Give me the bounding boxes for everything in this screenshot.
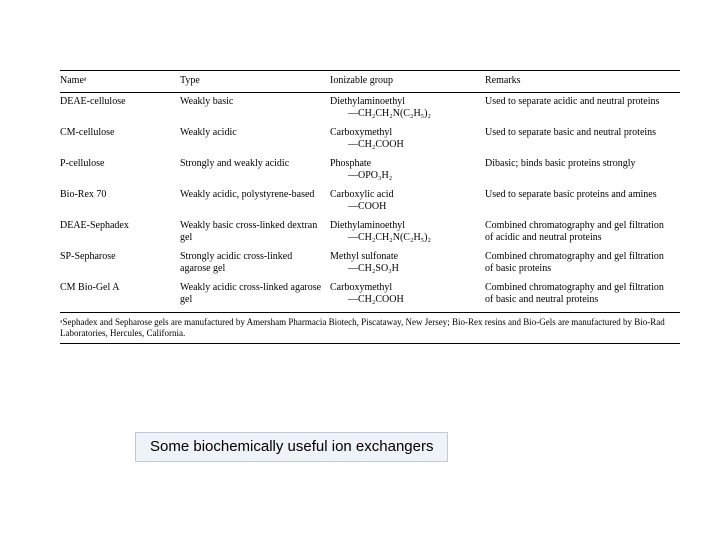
cell-type: Weakly basic [180,92,330,124]
group-name: Diethylaminoethyl [330,96,405,107]
table-row: DEAE-celluloseWeakly basicDiethylaminoet… [60,92,680,124]
group-formula: —COOH [330,201,479,214]
col-header-name-text: Nameᵃ [60,75,87,86]
table-row: CM Bio-Gel AWeakly acidic cross-linked a… [60,279,680,310]
cell-type: Weakly acidic [180,124,330,155]
cell-ionizable-group: Diethylaminoethyl—CH₂CH₂N(C₂H₅)₂ [330,92,485,124]
cell-remarks: Dibasic; binds basic proteins strongly [485,155,680,186]
col-header-name: Nameᵃ [60,71,180,93]
cell-remarks: Used to separate acidic and neutral prot… [485,92,680,124]
cell-name: CM Bio-Gel A [60,279,180,310]
cell-type: Strongly acidic cross-linked agarose gel [180,248,330,279]
group-name: Methyl sulfonate [330,251,398,262]
table-row: CM-celluloseWeakly acidicCarboxymethyl—C… [60,124,680,155]
cell-remarks: Combined chromatography and gel filtrati… [485,279,680,310]
cell-name: CM-cellulose [60,124,180,155]
page: Nameᵃ Type Ionizable group Remarks DEAE-… [0,0,720,540]
cell-name: DEAE-cellulose [60,92,180,124]
cell-remarks: Combined chromatography and gel filtrati… [485,217,680,248]
cell-name: SP-Sepharose [60,248,180,279]
col-header-type: Type [180,71,330,93]
group-formula: —CH₂COOH [330,294,479,307]
group-formula: —CH₂CH₂N(C₂H₅)₂ [330,232,479,245]
cell-remarks: Combined chromatography and gel filtrati… [485,248,680,279]
group-name: Carboxylic acid [330,189,394,200]
cell-type: Strongly and weakly acidic [180,155,330,186]
group-formula: —CH₂COOH [330,139,479,152]
table-row: DEAE-SephadexWeakly basic cross-linked d… [60,217,680,248]
cell-ionizable-group: Carboxylic acid—COOH [330,186,485,217]
cell-type: Weakly basic cross-linked dextran gel [180,217,330,248]
caption-box: Some biochemically useful ion exchangers [135,432,448,462]
cell-name: P-cellulose [60,155,180,186]
cell-ionizable-group: Diethylaminoethyl—CH₂CH₂N(C₂H₅)₂ [330,217,485,248]
cell-remarks: Used to separate basic proteins and amin… [485,186,680,217]
cell-ionizable-group: Methyl sulfonate—CH₂SO₃H [330,248,485,279]
group-name: Carboxymethyl [330,127,392,138]
cell-ionizable-group: Carboxymethyl—CH₂COOH [330,279,485,310]
group-formula: —OPO₃H₂ [330,170,479,183]
cell-ionizable-group: Phosphate—OPO₃H₂ [330,155,485,186]
col-header-remarks-text: Remarks [485,75,521,86]
caption-text: Some biochemically useful ion exchangers [150,438,433,455]
cell-name: DEAE-Sephadex [60,217,180,248]
cell-remarks: Used to separate basic and neutral prote… [485,124,680,155]
table-bottom-rule [60,312,680,313]
ion-exchanger-table: Nameᵃ Type Ionizable group Remarks DEAE-… [60,70,680,310]
group-formula: —CH₂CH₂N(C₂H₅)₂ [330,108,479,121]
cell-name: Bio-Rex 70 [60,186,180,217]
group-formula: —CH₂SO₃H [330,263,479,276]
table-footnote: ᵃSephadex and Sepharose gels are manufac… [60,315,680,344]
col-header-group-text: Ionizable group [330,75,393,86]
cell-ionizable-group: Carboxymethyl—CH₂COOH [330,124,485,155]
table-row: P-celluloseStrongly and weakly acidicPho… [60,155,680,186]
cell-type: Weakly acidic, polystyrene-based [180,186,330,217]
col-header-remarks: Remarks [485,71,680,93]
table-row: Bio-Rex 70Weakly acidic, polystyrene-bas… [60,186,680,217]
group-name: Carboxymethyl [330,282,392,293]
table-body: DEAE-celluloseWeakly basicDiethylaminoet… [60,92,680,310]
group-name: Phosphate [330,158,371,169]
table-header-row: Nameᵃ Type Ionizable group Remarks [60,71,680,93]
col-header-type-text: Type [180,75,200,86]
cell-type: Weakly acidic cross-linked agarose gel [180,279,330,310]
group-name: Diethylaminoethyl [330,220,405,231]
table-row: SP-SepharoseStrongly acidic cross-linked… [60,248,680,279]
col-header-group: Ionizable group [330,71,485,93]
